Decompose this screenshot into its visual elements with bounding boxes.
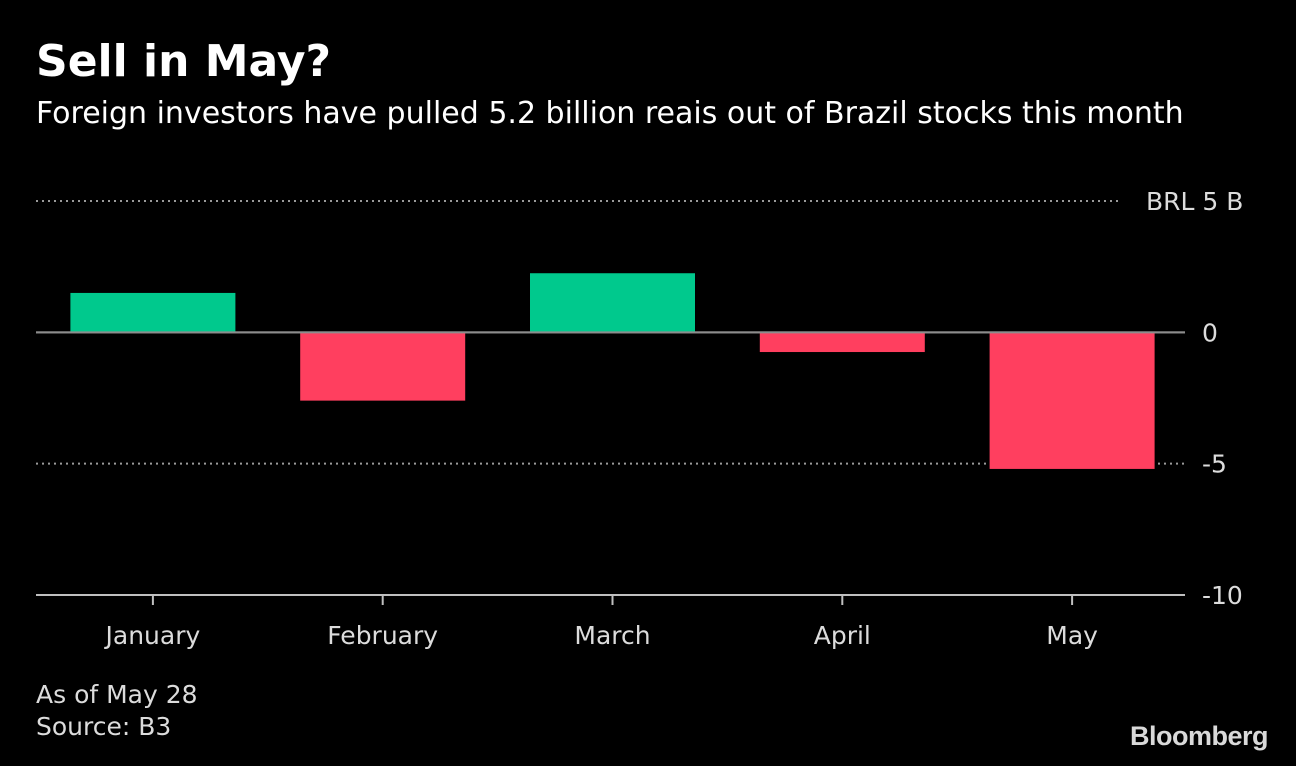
bar-april (759, 332, 925, 353)
x-tick-label: January (104, 621, 201, 650)
y-tick-label: -5 (1202, 450, 1227, 479)
bar-may (989, 332, 1155, 469)
x-tick-label: February (327, 621, 438, 650)
y-tick-label: 0 (1202, 318, 1218, 347)
x-tick-label: April (814, 621, 871, 650)
bars (70, 273, 1155, 469)
chart-subtitle: Foreign investors have pulled 5.2 billio… (36, 96, 1184, 131)
tick-labels: BRL 5 B 0 -5 -10 January February March April Ma… (104, 187, 1244, 650)
chart-title: Sell in May? (36, 36, 332, 87)
x-tick-label: May (1046, 621, 1098, 650)
axes (36, 331, 1185, 605)
bloomberg-logo: Bloomberg (1129, 721, 1269, 751)
y-tick-label: BRL 5 B (1146, 187, 1243, 216)
bar-january (70, 292, 236, 333)
y-tick-label: -10 (1202, 581, 1243, 610)
x-tick-label: March (574, 621, 650, 650)
bar-february (300, 332, 466, 401)
bar-march (530, 273, 695, 333)
as-of-note: As of May 28 (36, 680, 198, 709)
source-note: Source: B3 (36, 712, 172, 741)
